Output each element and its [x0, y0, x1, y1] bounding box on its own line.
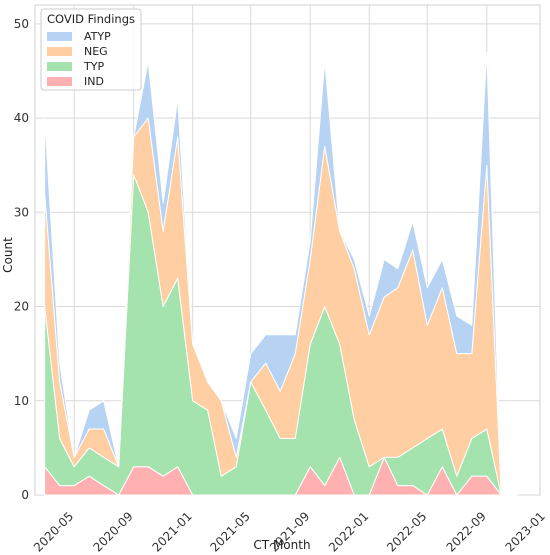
- y-tick-label: 10: [14, 394, 29, 408]
- legend-label-neg: NEG: [84, 45, 108, 58]
- legend-swatch-ind: [47, 77, 72, 86]
- x-tick-label: 2023-01: [503, 509, 548, 554]
- y-tick-label: 30: [14, 205, 29, 219]
- x-tick-label: 2022-09: [444, 509, 489, 554]
- y-tick-label: 40: [14, 111, 29, 125]
- x-axis-title: CT Month: [253, 538, 310, 552]
- legend-label-typ: TYP: [83, 60, 104, 73]
- x-tick-label: 2020-09: [90, 509, 135, 554]
- legend-label-ind: IND: [84, 75, 104, 88]
- area-atyp: [44, 51, 517, 496]
- x-tick-label: 2020-05: [31, 509, 76, 554]
- y-tick-label: 0: [21, 488, 29, 502]
- x-tick-label: 2021-01: [149, 509, 194, 554]
- legend: COVID Findings ATYP NEG TYP IND: [40, 8, 142, 91]
- x-tick-label: 2022-01: [326, 509, 371, 554]
- legend-swatch-typ: [47, 62, 72, 71]
- legend-title: COVID Findings: [47, 12, 135, 26]
- legend-swatch-neg: [47, 47, 72, 56]
- y-tick-label: 20: [14, 300, 29, 314]
- legend-items: ATYP NEG TYP IND: [47, 30, 111, 88]
- y-tick-label: 50: [14, 17, 29, 31]
- legend-swatch-atyp: [47, 32, 72, 41]
- legend-label-atyp: ATYP: [84, 30, 111, 43]
- x-tick-label: 2022-05: [384, 509, 429, 554]
- area-series: [44, 51, 517, 496]
- y-axis-title: Count: [1, 237, 15, 273]
- x-tick-label: 2021-05: [208, 509, 253, 554]
